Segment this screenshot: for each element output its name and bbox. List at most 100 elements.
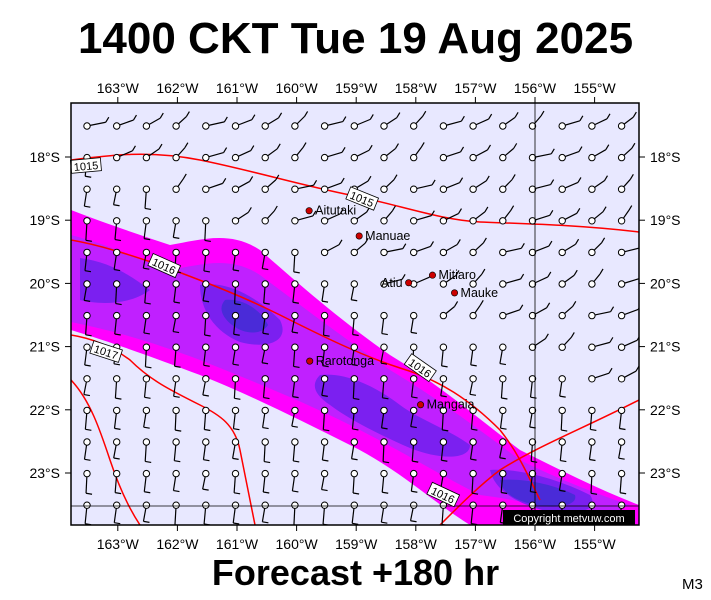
wind-barb — [380, 243, 407, 257]
wind-barb — [380, 343, 388, 365]
wind-barb — [113, 501, 121, 525]
wind-barb — [320, 343, 329, 368]
place-mitiaro: Mitiaro — [428, 268, 476, 282]
wind-barb — [291, 406, 299, 428]
wind-barb — [172, 469, 180, 493]
wind-barb — [380, 174, 398, 193]
place-label: Aitutaki — [315, 204, 356, 218]
wind-barb — [231, 280, 241, 306]
wind-barb — [558, 438, 567, 463]
wind-barb — [320, 438, 329, 462]
wind-barb — [291, 280, 299, 304]
wind-barb — [320, 116, 347, 130]
lon-label-top: 162°W — [156, 80, 199, 96]
wind-barb — [350, 375, 360, 401]
wind-barb — [350, 237, 369, 257]
wind-barb — [469, 300, 484, 320]
wind-barb — [528, 179, 555, 193]
place-dot — [305, 207, 313, 215]
wind-barb — [320, 311, 330, 337]
wind-barb — [588, 175, 609, 193]
wind-barb — [83, 185, 91, 208]
wind-barb — [113, 311, 121, 336]
isobar-1016-south — [71, 379, 141, 525]
wind-barb — [558, 177, 582, 193]
wind-barb — [320, 239, 343, 257]
wind-barb — [469, 343, 477, 367]
wind-barb — [231, 114, 256, 130]
wind-barb — [617, 111, 637, 130]
wind-barb — [499, 438, 507, 460]
wind-barb — [172, 217, 180, 239]
wind-barb — [291, 210, 317, 225]
wind-barb — [83, 375, 91, 397]
wind-barb — [350, 280, 358, 302]
wind-barb — [291, 469, 299, 493]
wind-barb — [113, 145, 136, 162]
wind-barb — [410, 406, 418, 429]
wind-barb — [202, 147, 228, 162]
wind-barb — [83, 438, 91, 461]
wind-barb — [202, 217, 211, 243]
wind-barb — [469, 469, 479, 495]
wind-barb — [469, 438, 477, 461]
wind-barb — [350, 311, 359, 337]
wind-barb — [380, 143, 399, 162]
wind-barb — [142, 143, 163, 162]
wind-barb — [231, 375, 241, 400]
wind-barb — [113, 217, 122, 242]
place-rarotonga: Rarotonga — [306, 354, 374, 368]
lon-label-bottom: 162°W — [156, 536, 199, 552]
place-label: Rarotonga — [316, 354, 374, 368]
wind-barb — [617, 174, 634, 193]
wind-barb — [142, 438, 152, 463]
wind-barb — [320, 469, 329, 492]
wind-barb — [558, 300, 577, 320]
map-frame — [70, 102, 640, 526]
wind-barb — [558, 146, 583, 162]
wind-barb — [172, 343, 181, 368]
wind-barb — [558, 238, 580, 257]
wind-barb — [113, 438, 121, 460]
wind-barb — [499, 205, 515, 225]
graticule — [71, 103, 639, 525]
wind-barb — [558, 406, 568, 432]
wind-barb — [320, 208, 344, 225]
wind-barb — [231, 311, 240, 336]
lon-label-top: 156°W — [514, 80, 557, 96]
wind-barb — [558, 332, 575, 351]
wind-barb — [409, 501, 418, 523]
wind-barb — [469, 237, 487, 257]
wind-barb — [499, 343, 507, 366]
wind-barb — [439, 177, 464, 193]
wind-barb — [261, 143, 281, 162]
wind-barb — [410, 438, 419, 463]
wind-barb — [142, 375, 151, 399]
wind-barb — [410, 179, 436, 193]
wind-barb — [588, 406, 597, 432]
wind-barb — [528, 438, 538, 463]
rain-layer — [71, 210, 639, 525]
wind-barb — [83, 469, 93, 495]
wind-barb — [320, 501, 330, 525]
lat-label-left: 22°S — [29, 402, 60, 418]
map-code: M3 — [682, 576, 703, 593]
lon-label-top: 157°W — [454, 80, 497, 96]
wind-barb — [113, 114, 137, 130]
wind-barb — [469, 501, 478, 525]
wind-barb — [469, 406, 478, 431]
place-label: Mangaia — [427, 398, 475, 412]
wind-barb — [231, 248, 240, 272]
wind-barb — [142, 469, 151, 494]
wind-barb — [499, 174, 516, 193]
wind-barb — [617, 438, 626, 460]
wind-barb — [261, 280, 270, 305]
wind-barb — [142, 343, 152, 369]
wind-barb — [261, 438, 271, 464]
wind-barb — [202, 280, 210, 303]
wind-barb — [83, 248, 92, 273]
place-aitutaki: Aitutaki — [305, 204, 356, 218]
place-label: Mauke — [461, 286, 499, 300]
lon-label-bottom: 157°W — [454, 536, 497, 552]
